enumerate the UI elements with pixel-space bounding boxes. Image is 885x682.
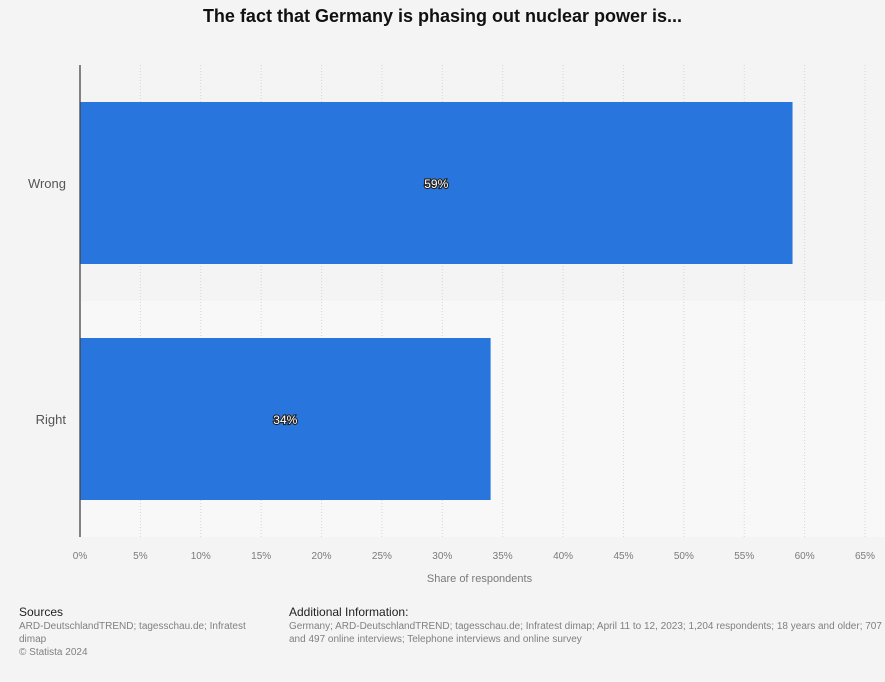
labels: 0% 5% 10% 15% 20% 25% 30% 35% 40% 45% 50% 55% 60% 65%… [28,176,875,585]
bars [80,102,793,500]
additional-info-line-1: Germany; ARD-DeutschlandTREND; tagesscha… [289,621,885,632]
category-label: Wrong [28,176,66,191]
x-tick-label: 65% [855,551,875,562]
x-tick-label: 30% [432,551,452,562]
data-label: 34% [273,413,297,427]
sources-line-1: ARD-DeutschlandTREND; tagesschau.de; Inf… [19,621,246,632]
x-tick-label: 0% [73,551,88,562]
x-tick-label: 10% [191,551,211,562]
x-tick-label: 15% [251,551,271,562]
x-tick-label: 40% [553,551,573,562]
x-tick-label: 25% [372,551,392,562]
bar-wrong [80,102,793,264]
copyright: © Statista 2024 [19,647,88,658]
sources-heading: Sources [19,605,64,619]
x-axis-title: Share of respondents [427,573,533,585]
x-tick-label: 60% [795,551,815,562]
additional-info-line-2: and 497 online interviews; Telephone int… [289,634,582,645]
x-tick-label: 35% [493,551,513,562]
x-tick-label: 45% [613,551,633,562]
x-tick-label: 5% [133,551,148,562]
x-tick-label: 55% [734,551,754,562]
sources-line-2: dimap [19,634,47,645]
additional-info-heading: Additional Information: [289,605,409,619]
additional-info-block: Additional Information: Germany; ARD-Deu… [289,605,885,646]
bar-right [80,338,491,500]
x-tick-label: 20% [312,551,332,562]
bar-chart: 0% 5% 10% 15% 20% 25% 30% 35% 40% 45% 50% 55% 60% 65%… [27,65,876,585]
x-tick-label: 50% [674,551,694,562]
chart-title: The fact that Germany is phasing out nuc… [202,6,683,26]
data-label: 59% [424,177,448,191]
sources-block: Sources ARD-DeutschlandTREND; tagesschau… [19,605,281,659]
category-label: Right [36,412,67,427]
